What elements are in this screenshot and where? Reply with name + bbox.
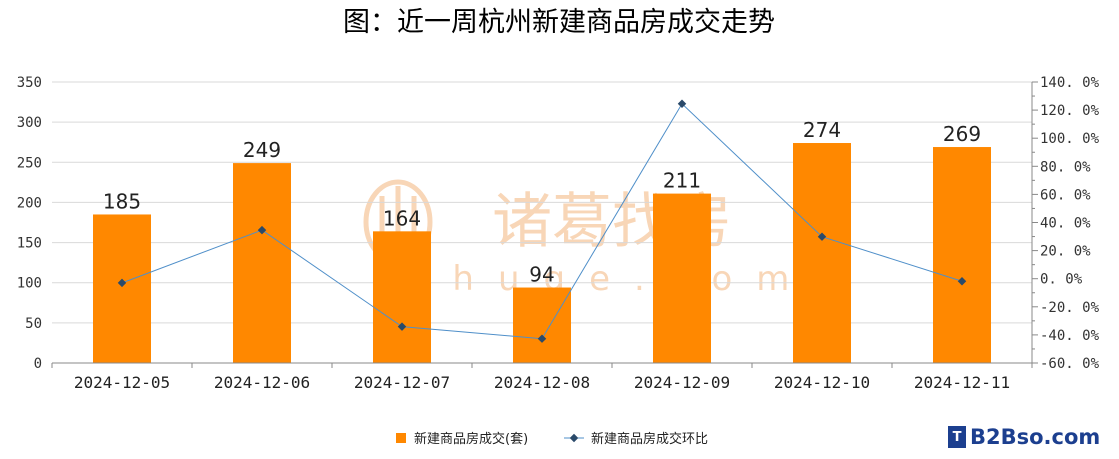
y-tick-label: 250 — [17, 155, 42, 171]
bar-series — [93, 143, 991, 363]
bar-data-label: 211 — [663, 169, 701, 193]
bar-data-label: 94 — [529, 263, 554, 287]
gridlines — [52, 81, 1032, 364]
y2-tick-label: -20. 0% — [1040, 300, 1100, 316]
bar — [793, 143, 851, 363]
legend: 新建商品房成交(套) 新建商品房成交环比 — [396, 431, 708, 447]
x-tick-label: 2024-12-08 — [494, 373, 590, 392]
bar-data-label: 269 — [943, 122, 981, 146]
x-tick-label: 2024-12-07 — [354, 373, 450, 392]
brand-text: B2Bso.com — [970, 425, 1101, 449]
bar — [933, 147, 991, 363]
x-tick-label: 2024-12-10 — [774, 373, 870, 392]
line-point — [957, 276, 967, 286]
legend-label-line: 新建商品房成交环比 — [591, 431, 708, 447]
bar — [233, 163, 291, 363]
bar — [373, 231, 431, 363]
chart-title: 图：近一周杭州新建商品房成交走势 — [343, 7, 775, 38]
y2-tick-label: 0. 0% — [1040, 272, 1083, 288]
x-axis: 2024-12-05 2024-12-06 2024-12-07 2024-12-08… — [51, 362, 1033, 392]
y2-tick-label: 40. 0% — [1040, 216, 1091, 232]
y-axis-left: 0 50 100 150 200 250 300 350 — [17, 75, 42, 372]
y-tick-label: 200 — [17, 195, 42, 211]
y-tick-label: 0 — [34, 356, 42, 372]
bar-data-label: 274 — [803, 118, 841, 142]
line-point — [257, 225, 267, 235]
bar — [513, 287, 571, 363]
bar-data-label: 185 — [103, 189, 141, 213]
legend-swatch-marker — [569, 433, 579, 443]
y2-tick-label: 100. 0% — [1040, 131, 1100, 147]
y2-tick-label: 120. 0% — [1040, 103, 1100, 119]
y-axis-right: -60. 0% -40. 0% -20. 0% 0. 0% 20. 0% 40. 0% 60… — [1031, 75, 1100, 372]
brand-mark-icon: T — [948, 426, 966, 448]
x-tick-label: 2024-12-06 — [214, 373, 310, 392]
data-labels: 185 249 164 94 211 274 269 — [103, 118, 981, 287]
legend-label-bar: 新建商品房成交(套) — [414, 431, 528, 447]
y2-tick-label: 140. 0% — [1040, 75, 1100, 91]
brand-logo: T B2Bso.com — [948, 424, 1100, 450]
bar-data-label: 164 — [383, 206, 421, 230]
y2-tick-label: 20. 0% — [1040, 244, 1091, 260]
x-tick-label: 2024-12-05 — [74, 373, 170, 392]
line-point — [537, 334, 547, 343]
line-point — [117, 278, 127, 288]
watermark: 诸葛找房 zhuge.com — [363, 179, 814, 299]
y-tick-label: 350 — [17, 75, 42, 91]
y2-tick-label: -40. 0% — [1040, 328, 1100, 344]
y-tick-label: 150 — [17, 236, 42, 252]
y-tick-label: 100 — [17, 276, 42, 292]
y2-tick-label: 60. 0% — [1040, 187, 1091, 203]
watermark-subtext: zhuge.com — [411, 259, 814, 299]
legend-swatch-bar — [396, 433, 406, 443]
line-point — [397, 322, 407, 331]
y2-tick-label: 80. 0% — [1040, 159, 1091, 175]
bar — [93, 214, 151, 363]
bar — [653, 193, 711, 363]
y-tick-label: 50 — [25, 316, 42, 332]
x-tick-label: 2024-12-11 — [914, 373, 1010, 392]
bar-data-label: 249 — [243, 138, 281, 162]
y-tick-label: 300 — [17, 115, 42, 131]
x-tick-label: 2024-12-09 — [634, 373, 730, 392]
y2-tick-label: -60. 0% — [1040, 356, 1100, 372]
